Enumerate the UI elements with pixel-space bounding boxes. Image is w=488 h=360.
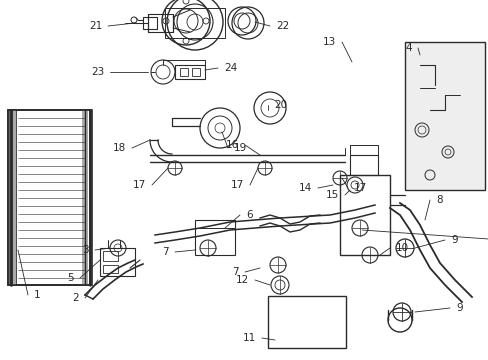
Text: 20: 20 <box>273 100 286 110</box>
Text: 5: 5 <box>67 273 74 283</box>
Bar <box>103 265 118 273</box>
Text: 14: 14 <box>298 183 311 193</box>
Text: 13: 13 <box>322 37 335 47</box>
Text: 9: 9 <box>450 235 457 245</box>
Text: 9: 9 <box>455 303 462 313</box>
Bar <box>148 14 173 32</box>
Text: 18: 18 <box>113 143 126 153</box>
Text: 23: 23 <box>91 67 104 77</box>
Bar <box>404 42 484 190</box>
Text: 2: 2 <box>72 293 79 303</box>
Bar <box>267 296 346 348</box>
Text: 21: 21 <box>88 21 102 31</box>
Bar <box>339 175 389 255</box>
Bar <box>195 220 235 255</box>
Text: 8: 8 <box>435 195 442 205</box>
Text: 15: 15 <box>325 190 338 200</box>
Bar <box>180 68 187 76</box>
Text: 7: 7 <box>232 267 239 277</box>
Text: 22: 22 <box>275 21 289 31</box>
Text: 4: 4 <box>405 43 411 53</box>
Bar <box>100 248 135 276</box>
Text: 17: 17 <box>230 180 244 190</box>
Text: 7: 7 <box>162 247 169 257</box>
Bar <box>8 110 92 285</box>
Bar <box>349 155 377 175</box>
Text: 6: 6 <box>245 210 252 220</box>
Text: 16: 16 <box>225 140 239 150</box>
Text: 12: 12 <box>235 275 248 285</box>
Text: 11: 11 <box>242 333 256 343</box>
Bar <box>103 251 118 261</box>
Text: 17: 17 <box>353 183 366 193</box>
Text: 1: 1 <box>34 290 41 300</box>
Bar <box>82 110 88 285</box>
Bar <box>164 8 224 38</box>
Bar <box>8 110 90 285</box>
Bar <box>8 110 16 285</box>
Text: 17: 17 <box>132 180 146 190</box>
Text: 19: 19 <box>234 143 247 153</box>
Bar <box>8 110 11 285</box>
Text: 10: 10 <box>395 243 408 253</box>
Bar <box>142 17 157 29</box>
Bar <box>192 68 200 76</box>
Text: 3: 3 <box>82 245 89 255</box>
Text: 24: 24 <box>224 63 237 73</box>
Bar <box>175 65 204 79</box>
